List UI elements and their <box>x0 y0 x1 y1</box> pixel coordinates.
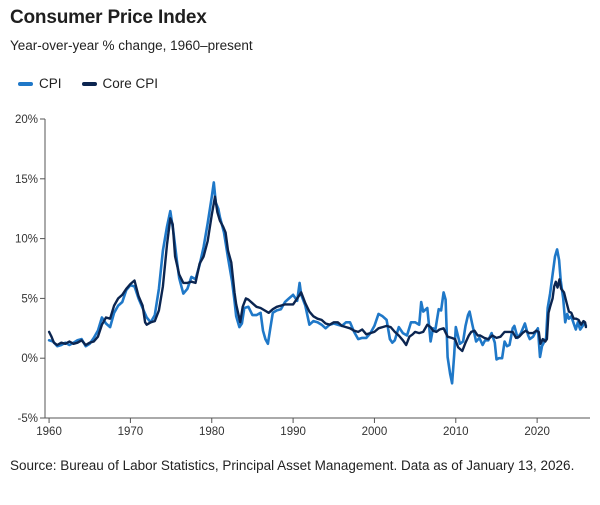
line-chart: -5% 0% 5% 10% 15% 20% 1960 1970 1980 1990 2000 201… <box>15 114 590 438</box>
legend-swatch-cpi <box>18 81 33 86</box>
y-tick-label: 10% <box>15 234 38 246</box>
legend: CPI Core CPI <box>18 76 178 91</box>
x-tick-label: 2000 <box>362 426 388 438</box>
y-axis: -5% 0% 5% 10% 15% 20% <box>15 114 46 425</box>
x-tick-label: 2010 <box>443 426 469 438</box>
chart-title: Consumer Price Index <box>10 7 207 28</box>
chart-subtitle: Year-over-year % change, 1960–present <box>10 38 253 53</box>
y-tick-label: 0% <box>21 353 38 365</box>
series-line-cpi <box>47 181 588 385</box>
x-tick-label: 1970 <box>118 426 144 438</box>
legend-label-cpi: CPI <box>39 76 62 91</box>
x-tick-label: 1960 <box>36 426 62 438</box>
source-note: Source: Bureau of Labor Statistics, Prin… <box>10 458 575 473</box>
legend-item-cpi: CPI <box>18 76 62 91</box>
y-tick-label: -5% <box>18 413 38 425</box>
x-tick-label: 1980 <box>199 426 225 438</box>
y-tick-label: 15% <box>15 174 38 186</box>
x-axis: 1960 1970 1980 1990 2000 2010 2020 <box>36 417 590 438</box>
x-tick-label: 2020 <box>524 426 550 438</box>
legend-swatch-core-cpi <box>81 81 97 86</box>
y-tick-label: 20% <box>15 114 38 126</box>
legend-label-core-cpi: Core CPI <box>102 76 159 91</box>
x-tick-label: 1990 <box>280 426 306 438</box>
series-line-core-cpi <box>47 195 588 353</box>
y-tick-label: 5% <box>21 293 38 305</box>
series-layer <box>47 181 588 385</box>
legend-item-core-cpi: Core CPI <box>81 76 159 91</box>
